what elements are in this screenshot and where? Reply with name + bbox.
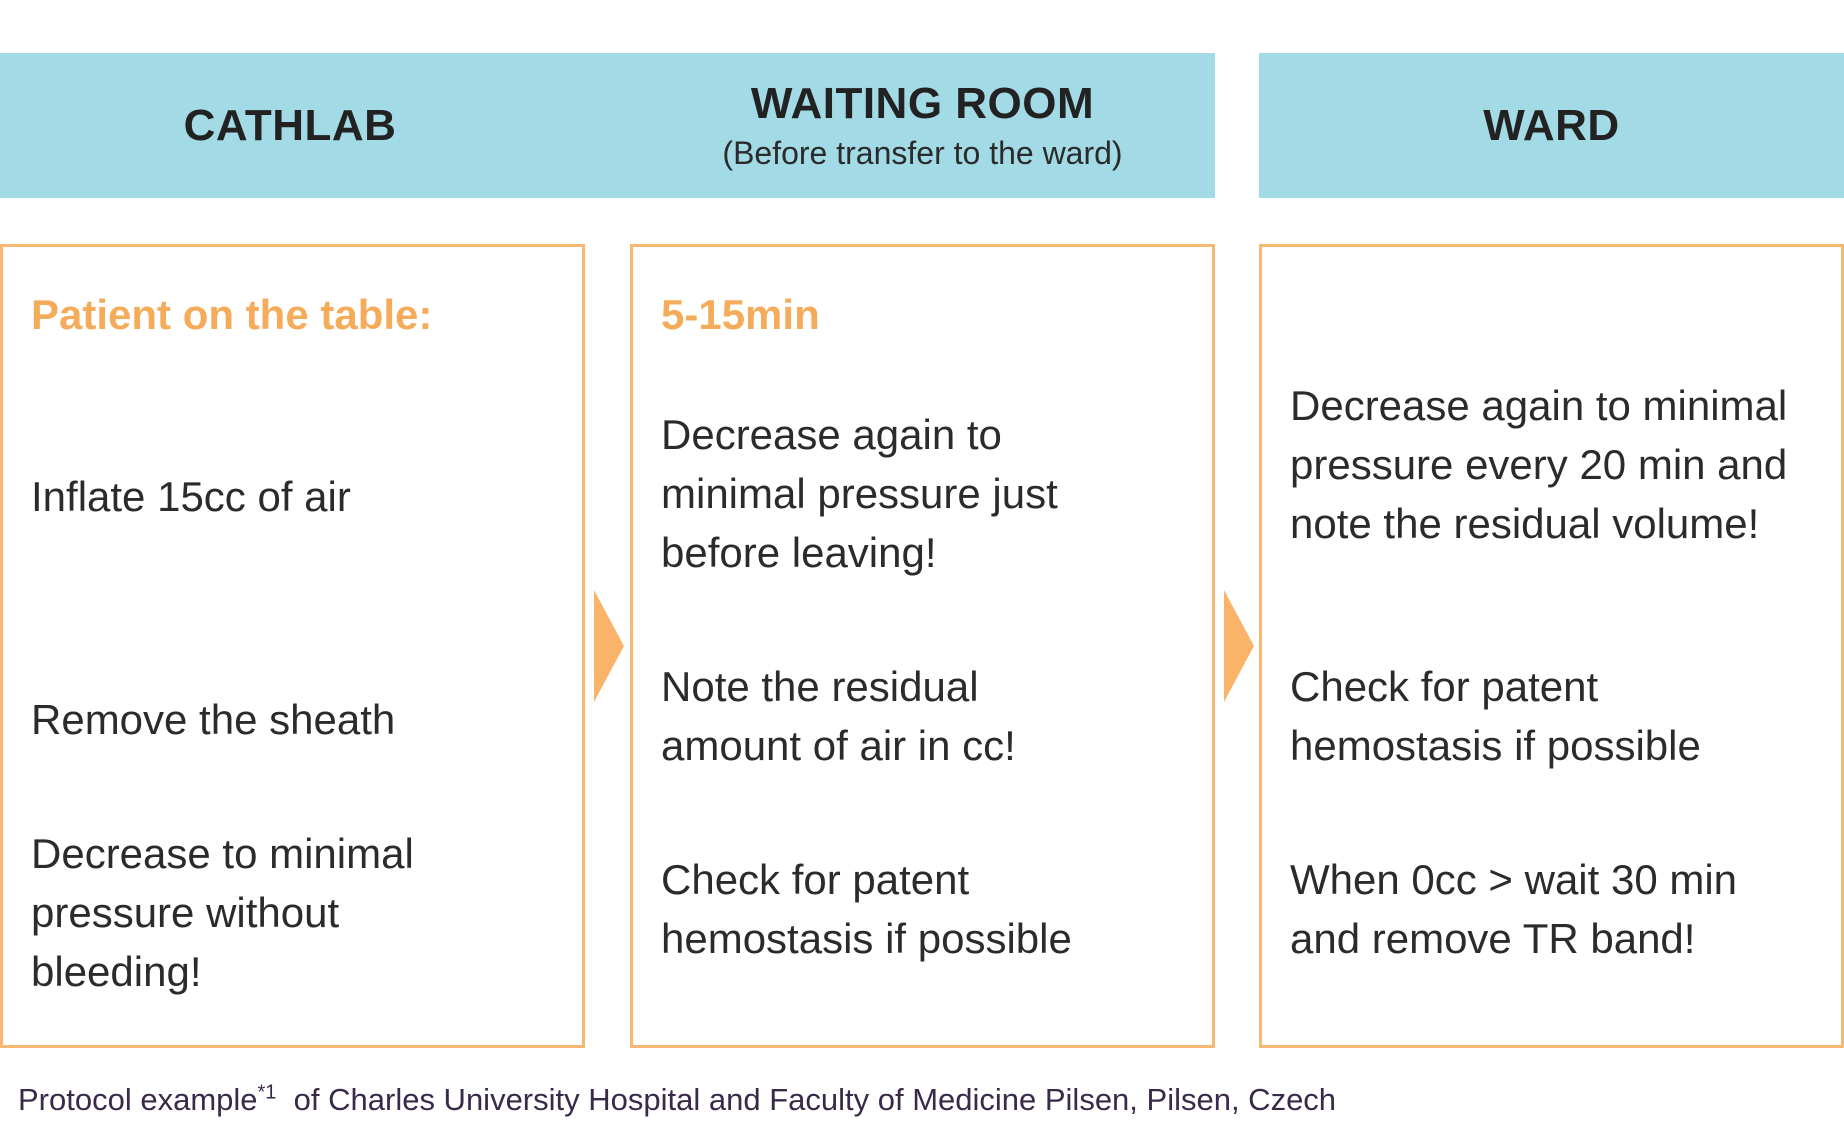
cathlab-step-2: Remove the sheath <box>31 696 396 743</box>
header-band-left: CATHLAB WAITING ROOM (Before transfer to… <box>0 53 1215 198</box>
waiting-room-step-3: Check for patent hemostasis if possible <box>661 856 1072 962</box>
ward-panel: Decrease again to minimal pressure every… <box>1259 244 1844 1048</box>
cathlab-panel: Patient on the table: Inflate 15cc of ai… <box>0 244 585 1048</box>
ward-step-3: When 0cc > wait 30 min and remove TR ban… <box>1290 856 1738 962</box>
ward-step-1: Decrease again to minimal pressure every… <box>1290 382 1788 547</box>
waiting-room-header-subtitle: (Before transfer to the ward) <box>722 135 1123 171</box>
waiting-room-step-1: Decrease again to minimal pressure just … <box>661 411 1058 576</box>
waiting-room-panel-heading: 5-15min <box>661 291 820 338</box>
ward-header-title: WARD <box>1483 100 1620 150</box>
cathlab-header: CATHLAB <box>0 53 580 198</box>
waiting-room-header: WAITING ROOM (Before transfer to the war… <box>630 53 1215 198</box>
footnote-suffix: of Charles University Hospital and Facul… <box>293 1082 1337 1117</box>
cathlab-step-3: Decrease to minimal pressure without ble… <box>31 830 414 995</box>
footnote-marker: *1 <box>257 1081 277 1104</box>
footnote-prefix: Protocol example <box>18 1082 258 1117</box>
ward-step-2: Check for patent hemostasis if possible <box>1290 663 1701 769</box>
cathlab-step-1: Inflate 15cc of air <box>31 473 351 520</box>
waiting-room-panel: 5-15min Decrease again to minimal pressu… <box>630 244 1215 1048</box>
ward-header: WARD <box>1259 53 1844 198</box>
waiting-room-step-2: Note the residual amount of air in cc! <box>661 663 1016 769</box>
waiting-room-header-title: WAITING ROOM <box>750 79 1095 128</box>
cathlab-panel-heading: Patient on the table: <box>31 291 433 338</box>
cathlab-header-title: CATHLAB <box>183 100 397 150</box>
flow-arrow-right-icon <box>594 590 624 702</box>
footnote: Protocol example*1 of Charles University… <box>18 1082 1336 1118</box>
flow-arrow-right-icon <box>1224 590 1254 702</box>
